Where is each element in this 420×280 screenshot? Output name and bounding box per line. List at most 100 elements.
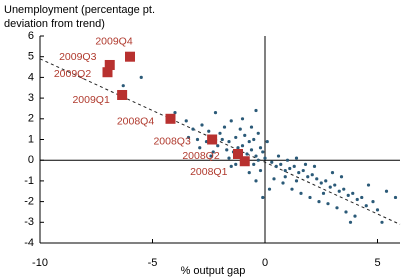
- point: [333, 183, 337, 187]
- point: [218, 131, 222, 135]
- y-tick-label: 2: [28, 113, 34, 125]
- point: [121, 84, 125, 88]
- point: [229, 164, 233, 169]
- point: [236, 146, 240, 150]
- highlight-point: [207, 134, 218, 145]
- point: [261, 150, 265, 154]
- point: [337, 189, 341, 193]
- y-tick-label: 5: [28, 51, 34, 63]
- y-tick-label: 0: [28, 154, 34, 166]
- point: [294, 156, 299, 160]
- point: [344, 210, 348, 214]
- y-tick-label: -1: [24, 175, 34, 187]
- point: [234, 162, 238, 166]
- point: [380, 220, 384, 224]
- point: [312, 164, 317, 169]
- point: [290, 187, 294, 191]
- point: [247, 139, 251, 144]
- y-tick-label: 3: [28, 92, 34, 104]
- point: [371, 200, 375, 204]
- point: [346, 193, 350, 197]
- point: [254, 179, 258, 183]
- point: [297, 171, 301, 175]
- highlight-point: [104, 59, 115, 70]
- point: [299, 191, 303, 195]
- point: [252, 137, 256, 142]
- point: [328, 185, 332, 189]
- point: [173, 110, 177, 115]
- point: [375, 208, 380, 212]
- point: [249, 125, 254, 129]
- point: [265, 139, 269, 144]
- point: [258, 146, 263, 150]
- point: [294, 179, 299, 183]
- point: [283, 168, 287, 173]
- point: [315, 177, 319, 181]
- point: [238, 127, 242, 131]
- point: [384, 189, 389, 193]
- point: [348, 220, 353, 224]
- y-tick-label: -4: [24, 237, 34, 249]
- y-axis-label: deviation from trend): [4, 18, 105, 30]
- point: [252, 162, 256, 166]
- point: [225, 148, 229, 152]
- point: [364, 204, 368, 208]
- y-tick-label: 1: [28, 133, 34, 145]
- point: [321, 191, 326, 195]
- x-axis-label: % output gap: [181, 265, 246, 277]
- point-label: 2008Q2: [182, 150, 220, 162]
- point: [292, 164, 296, 169]
- point: [310, 173, 314, 177]
- point: [317, 200, 321, 204]
- point: [274, 164, 278, 169]
- highlight-point: [102, 67, 113, 78]
- point: [207, 129, 211, 133]
- point: [254, 108, 258, 113]
- point: [243, 133, 247, 137]
- x-tick-label: 5: [374, 257, 380, 269]
- point: [139, 75, 143, 79]
- point: [303, 162, 308, 166]
- y-axis-label: Unemployment (percentage pt.: [4, 4, 155, 16]
- point: [281, 181, 285, 185]
- point: [272, 177, 276, 181]
- point: [301, 168, 305, 173]
- point-label: 2008Q4: [117, 116, 155, 128]
- trend-line: [39, 58, 401, 225]
- y-tick-label: -2: [24, 196, 34, 208]
- point: [222, 125, 227, 129]
- point: [256, 131, 260, 135]
- point: [288, 166, 292, 171]
- point: [200, 123, 204, 127]
- point: [308, 195, 312, 200]
- point: [366, 183, 371, 187]
- point: [191, 127, 195, 131]
- point: [353, 214, 357, 218]
- point-label: 2009Q3: [59, 51, 97, 63]
- y-tick-label: -3: [24, 216, 34, 228]
- point-label: 2009Q4: [95, 35, 133, 47]
- point: [261, 195, 265, 200]
- y-tick-label: 6: [28, 30, 34, 42]
- point: [227, 156, 231, 160]
- point: [342, 187, 346, 191]
- point: [240, 117, 245, 121]
- point: [355, 197, 359, 202]
- point: [186, 135, 191, 140]
- highlight-point: [239, 156, 250, 167]
- point: [285, 158, 290, 162]
- point: [216, 144, 220, 148]
- highlight-point: [233, 148, 243, 159]
- point: [220, 137, 224, 142]
- point: [209, 154, 213, 158]
- point: [249, 148, 254, 152]
- point-label: 2009Q2: [54, 68, 92, 80]
- point-label: 2009Q1: [72, 94, 110, 106]
- point: [227, 139, 231, 144]
- point: [306, 175, 310, 179]
- point-label: 2008Q3: [153, 135, 191, 147]
- point: [211, 150, 215, 154]
- x-tick-label: -5: [148, 257, 158, 269]
- point: [256, 158, 260, 162]
- point: [263, 156, 267, 160]
